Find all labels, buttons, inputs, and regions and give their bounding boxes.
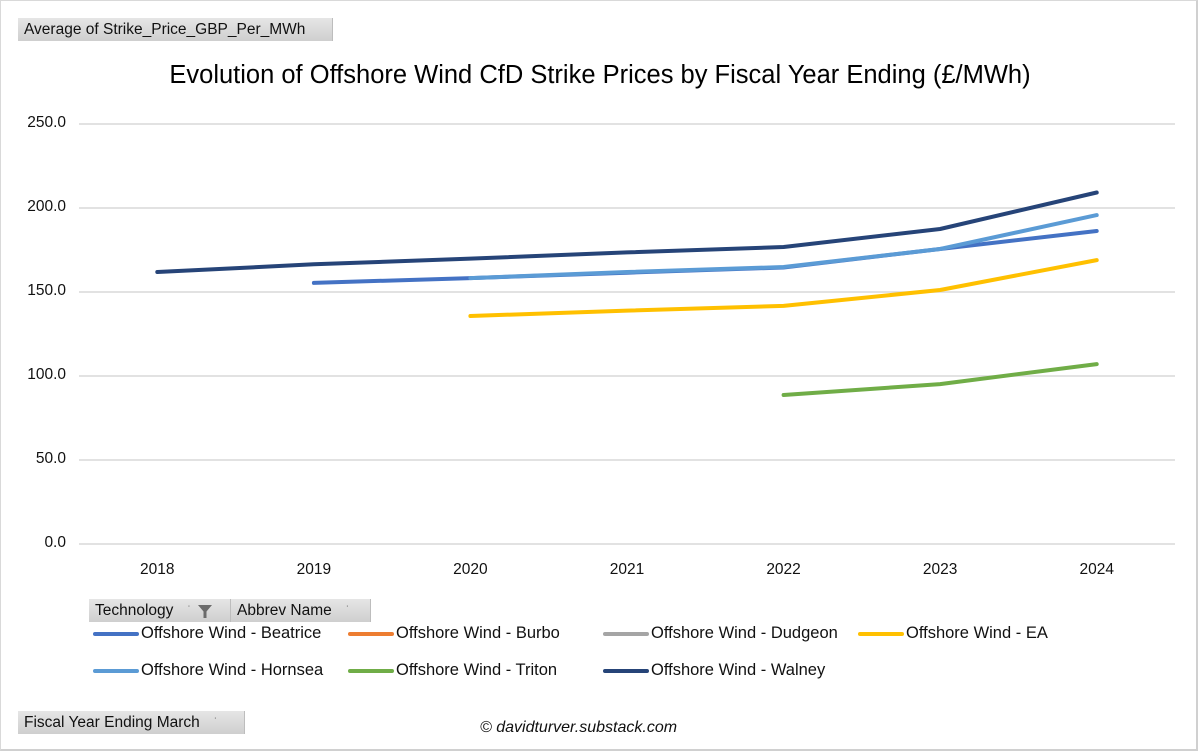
legend-label: Offshore Wind - Beatrice [141,624,322,642]
legend-label: Offshore Wind - EA [906,624,1048,642]
y-tick-label: 250.0 [27,114,66,131]
legend-swatch [93,631,139,636]
y-tick-label: 200.0 [27,198,66,215]
legend-label: Offshore Wind - Burbo [396,624,560,642]
legend-item: Offshore Wind - Burbo [348,622,560,644]
legend-label: Offshore Wind - Triton [396,661,558,679]
pivot-technology-field-button[interactable]: Technology ˙ [89,599,231,622]
legend-swatch [603,668,649,673]
credit-text: © davidturver.substack.com [480,719,678,736]
x-tick-label: 2024 [1079,561,1114,578]
dropdown-arrow-icon: ˙ [187,605,192,616]
y-tick-label: 150.0 [27,282,66,299]
pivot-value-field-label: Average of Strike_Price_GBP_Per_MWh [24,21,306,38]
series-line-offshore-wind-triton [781,362,1099,397]
legend-label: Offshore Wind - Walney [651,661,826,679]
x-tick-label: 2019 [296,561,332,578]
pivot-abbrev-name-field-button[interactable]: Abbrev Name ˙ [231,599,371,622]
legend-swatch [858,631,904,636]
dropdown-arrow-icon: ˙ [214,717,218,728]
legend-swatch [93,668,139,673]
legend-swatch [348,668,394,673]
legend-label: Offshore Wind - Dudgeon [651,624,838,642]
legend-item: Offshore Wind - EA [858,622,1048,644]
legend-item: Offshore Wind - Dudgeon [603,622,838,644]
y-tick-label: 50.0 [35,450,66,467]
pivot-fiscal-year-field-button[interactable]: Fiscal Year Ending March ˙ [18,711,245,734]
series-line-offshore-wind-walney [155,190,1099,274]
series-line-offshore-wind-hornsea [468,213,1099,281]
chart-title: Evolution of Offshore Wind CfD Strike Pr… [169,61,1031,89]
x-tick-label: 2020 [453,561,488,578]
legend-item: Offshore Wind - Beatrice [93,622,321,644]
y-tick-label: 0.0 [44,534,66,551]
series-line-offshore-wind-ea [468,258,1099,318]
legend-item: Offshore Wind - Hornsea [93,659,323,681]
legend-item: Offshore Wind - Walney [603,659,825,681]
x-tick-label: 2022 [766,561,801,578]
x-tick-label: 2023 [922,561,958,578]
pivot-technology-field-label: Technology [95,602,174,619]
x-tick-label: 2021 [609,561,645,578]
pivot-abbrev-name-field-label: Abbrev Name [237,602,332,619]
legend-swatch [348,631,394,636]
pivot-fiscal-year-field-label: Fiscal Year Ending March [24,714,200,731]
filter-icon[interactable] [197,603,213,619]
legend-item: Offshore Wind - Triton [348,659,557,681]
legend-label: Offshore Wind - Hornsea [141,661,324,679]
pivot-value-field-button[interactable]: Average of Strike_Price_GBP_Per_MWh [18,18,333,41]
dropdown-arrow-icon: ˙ [346,605,350,616]
y-tick-label: 100.0 [27,366,66,383]
x-tick-label: 2018 [140,561,175,578]
legend-swatch [603,631,649,636]
